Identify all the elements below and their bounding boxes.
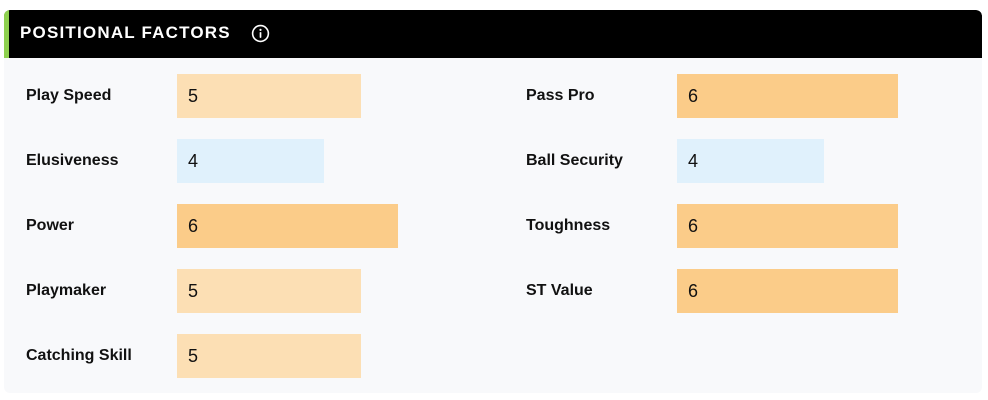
card-header: POSITIONAL FACTORS [4,10,982,58]
factor-label-power: Power [26,217,75,234]
factor-value-pass-pro: 6 [688,86,699,106]
factor-label-st-value: ST Value [526,282,593,299]
factor-value-play-speed: 5 [188,86,199,106]
factor-value-power: 6 [188,216,199,236]
factor-bar-st-value: 6 [677,269,898,313]
factor-label-elusiveness: Elusiveness [26,152,119,169]
factor-bar-power: 6 [177,204,398,248]
factor-bar-elusiveness: 4 [177,139,324,183]
factor-bar-toughness: 6 [677,204,898,248]
info-circle-icon[interactable] [251,24,270,43]
factor-bar-play-speed: 5 [177,74,361,118]
factor-bar-playmaker: 5 [177,269,361,313]
factor-value-playmaker: 5 [188,281,199,301]
factor-label-toughness: Toughness [526,217,611,234]
factor-value-catching-skill: 5 [188,346,199,366]
factor-bar-pass-pro: 6 [677,74,898,118]
factor-bar-ball-security: 4 [677,139,824,183]
card-title: POSITIONAL FACTORS [20,23,231,42]
factor-value-elusiveness: 4 [188,151,199,171]
factor-label-pass-pro: Pass Pro [526,87,595,104]
factor-bar-catching-skill: 5 [177,334,361,378]
factor-label-play-speed: Play Speed [26,87,112,104]
factor-label-ball-security: Ball Security [526,152,623,169]
factor-value-st-value: 6 [688,281,699,301]
factor-label-playmaker: Playmaker [26,282,107,299]
positional-factors-card: POSITIONAL FACTORS Play Speed 5 Elusiven… [4,10,982,393]
factor-value-toughness: 6 [688,216,699,236]
header-accent-bar [4,10,9,58]
factor-value-ball-security: 4 [688,151,699,171]
factor-label-catching-skill: Catching Skill [26,347,132,364]
